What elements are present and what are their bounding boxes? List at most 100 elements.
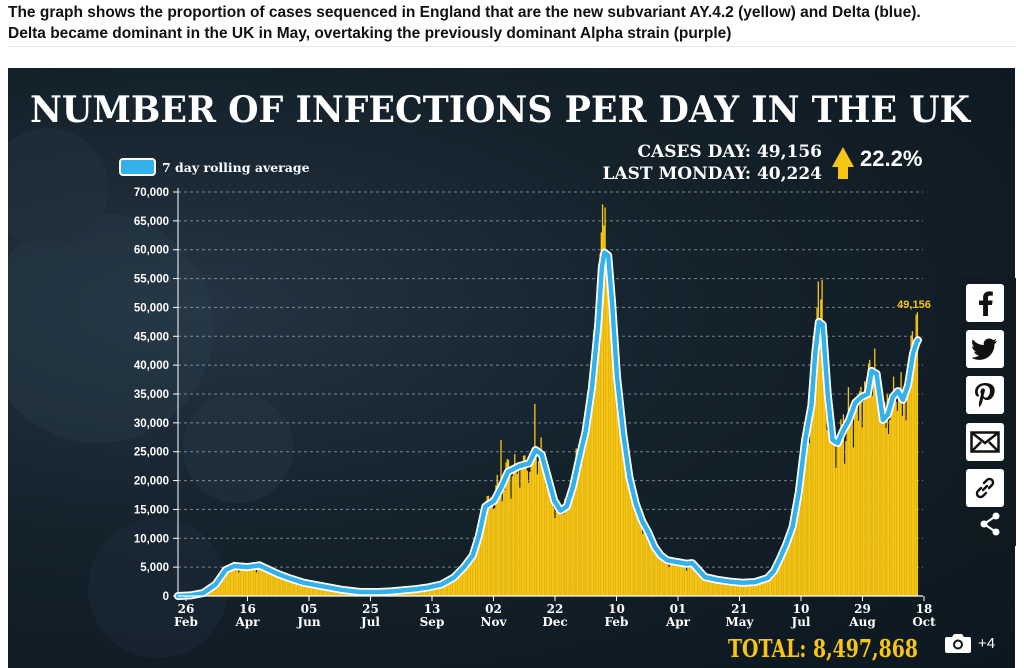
y-tick-label: 65,000 [134,216,169,228]
daily-bar [318,586,320,596]
share-icon[interactable] [979,512,1001,536]
daily-bar [618,387,620,596]
daily-bar [744,581,747,596]
daily-bar [876,376,878,596]
daily-bar [657,554,659,596]
facebook-share-button[interactable] [966,284,1004,322]
daily-bar [887,434,890,596]
daily-bar [584,424,586,596]
daily-bar [585,414,587,596]
daily-bar [877,375,880,596]
daily-bar [258,568,260,596]
daily-bar [770,572,772,596]
pinterest-share-button[interactable] [966,376,1004,414]
daily-bar [825,395,827,596]
daily-bar [510,498,512,596]
daily-bar [683,563,685,596]
daily-bar [729,582,732,596]
daily-bar [635,506,638,596]
daily-bar [625,469,628,596]
daily-bar [511,476,513,596]
x-tick-day: 10 [608,602,625,616]
daily-bar [885,427,887,596]
daily-bar [811,373,813,596]
daily-bar [911,331,914,596]
daily-bar [812,335,814,596]
daily-bar [629,474,631,596]
daily-bar [728,582,730,596]
daily-bar [724,579,727,596]
daily-bar [610,274,613,596]
daily-bar [299,584,301,596]
daily-bar [262,567,264,596]
daily-bar [759,579,762,596]
daily-bar [823,360,826,596]
daily-bar [598,351,600,596]
daily-bar [600,232,602,596]
daily-bar [603,225,605,596]
daily-bar [472,554,475,596]
daily-bar [796,489,798,596]
daily-bar [896,410,898,596]
y-tick-label: 20,000 [134,476,169,488]
daily-bar [614,349,616,596]
daily-bar [540,437,542,596]
infections-chart: NUMBER OF INFECTIONS PER DAY IN THE UK 7… [8,89,972,663]
daily-bar [520,465,522,596]
daily-bar [639,512,641,596]
daily-bar [294,578,296,596]
daily-bar [795,496,797,596]
legend-swatch [119,158,156,176]
daily-bar [236,568,239,596]
daily-bar [476,540,478,596]
share-bar [959,278,1016,546]
daily-bar [432,585,434,596]
gallery-count: +4 [978,634,996,652]
daily-bar [912,359,915,596]
daily-bar [634,511,636,596]
x-tick-month: May [725,615,754,629]
daily-bar [440,586,442,596]
daily-bar [693,564,695,596]
daily-bar [546,482,549,596]
x-tick-month: Feb [605,615,629,629]
daily-bar [702,574,704,596]
pinterest-icon [975,383,995,408]
daily-bar [537,461,540,596]
daily-bar [563,514,565,596]
daily-bar [698,567,700,596]
x-tick-month: Nov [481,615,508,629]
copy-link-button[interactable] [966,469,1004,507]
daily-bar [560,514,562,596]
email-share-button[interactable] [966,423,1004,461]
twitter-share-button[interactable] [966,330,1004,368]
daily-bar [515,470,517,596]
daily-bar [550,496,552,596]
daily-bar [541,458,544,596]
daily-bar [255,572,258,596]
daily-bar [542,452,545,596]
daily-bar [637,510,639,596]
daily-bar [494,508,496,596]
daily-bar [455,575,457,596]
daily-bar [890,411,892,596]
daily-bar [580,455,582,596]
daily-bar [909,362,911,596]
daily-bar [433,585,436,596]
x-tick-day: 18 [916,602,933,616]
daily-bar [267,571,269,596]
gallery-button[interactable]: +4 [944,628,995,658]
daily-bar [734,580,737,596]
daily-bar [772,569,774,596]
daily-bar [652,544,654,596]
legend: 7 day rolling average [119,158,310,176]
daily-bar [616,391,619,596]
daily-bar [287,577,289,596]
daily-bar [627,472,629,596]
daily-bar [539,457,541,596]
daily-bar [778,556,781,596]
daily-bar [833,432,836,596]
daily-bar [633,503,635,596]
daily-bar [295,579,298,596]
daily-bar [776,565,778,596]
